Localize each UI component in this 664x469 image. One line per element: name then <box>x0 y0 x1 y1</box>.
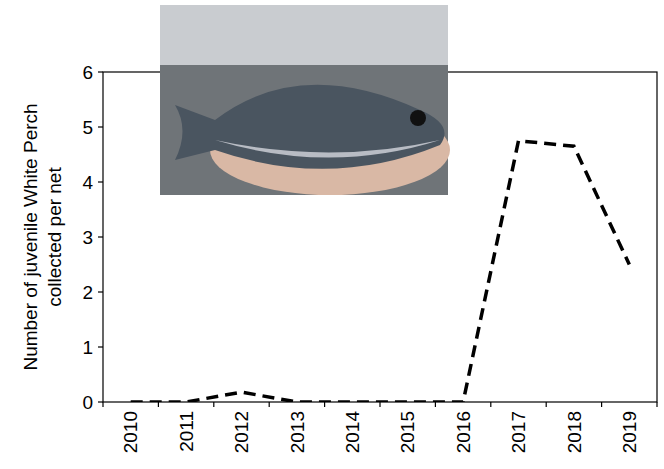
x-tick-label: 2011 <box>176 411 197 452</box>
y-axis-title-line: collected per net <box>44 167 65 307</box>
x-tick <box>102 402 103 407</box>
x-tick <box>213 402 214 407</box>
y-tick-label: 4 <box>82 172 93 193</box>
photo <box>160 5 450 195</box>
x-tick-label: 2010 <box>120 411 141 453</box>
photo-window <box>160 5 448 65</box>
y-tick-label: 3 <box>82 227 93 248</box>
y-tick <box>98 346 103 347</box>
x-tick-label: 2018 <box>564 411 585 453</box>
x-tick <box>158 402 159 407</box>
x-tick <box>490 402 491 407</box>
y-tick <box>98 126 103 127</box>
x-tick <box>601 402 602 407</box>
y-tick <box>98 291 103 292</box>
plot-frame <box>103 72 657 402</box>
x-tick <box>379 402 380 407</box>
y-tick-label: 6 <box>82 62 93 83</box>
y-tick-label: 1 <box>82 337 93 358</box>
y-axis-title: Number of juvenile White Perchcollected … <box>20 103 65 370</box>
x-tick <box>546 402 547 407</box>
x-tick-label: 2017 <box>508 411 529 453</box>
y-tick <box>98 181 103 182</box>
y-tick <box>98 236 103 237</box>
data-line <box>131 141 630 402</box>
y-tick <box>98 401 103 402</box>
photo-fish <box>175 85 445 169</box>
x-tick-label: 2013 <box>287 411 308 453</box>
x-tick-label: 2019 <box>619 411 640 453</box>
photo-fish-eye <box>410 110 426 126</box>
x-tick <box>435 402 436 407</box>
x-tick-label: 2014 <box>342 411 363 454</box>
y-tick-label: 0 <box>82 392 93 413</box>
y-tick-label: 2 <box>82 282 93 303</box>
x-tick <box>324 402 325 407</box>
series-group <box>131 141 630 402</box>
x-tick <box>656 402 657 407</box>
x-tick-label: 2015 <box>397 411 418 453</box>
x-tick-label: 2012 <box>231 411 252 453</box>
x-tick <box>269 402 270 407</box>
chart: 0 1 2 3 4 5 6 2010 2011 2012 2013 2014 2015 2016 2017 2… <box>0 0 664 469</box>
y-tick-label: 5 <box>82 117 93 138</box>
photo-fish-belly <box>215 140 440 158</box>
y-tick <box>98 71 103 72</box>
y-axis-title-line: Number of juvenile White Perch <box>20 103 41 370</box>
x-tick-label: 2016 <box>453 411 474 453</box>
